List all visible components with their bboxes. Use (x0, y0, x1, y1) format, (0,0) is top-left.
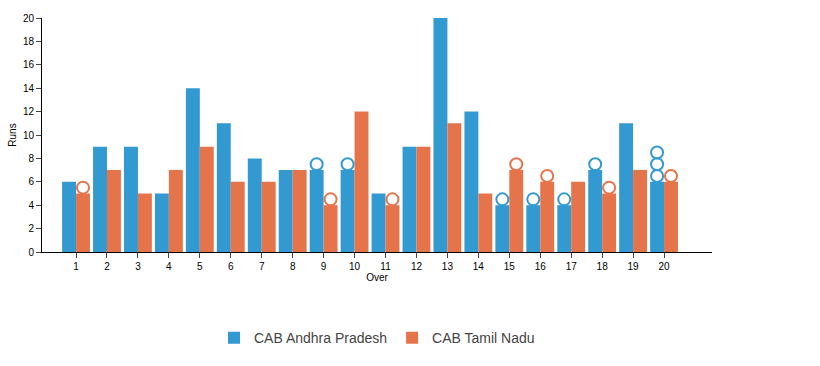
svg-text:14: 14 (473, 261, 485, 272)
svg-text:13: 13 (442, 261, 454, 272)
svg-text:6: 6 (28, 176, 34, 187)
svg-text:11: 11 (380, 261, 391, 272)
svg-text:CAB Andhra Pradesh: CAB Andhra Pradesh (254, 330, 387, 346)
svg-text:9: 9 (321, 261, 327, 272)
svg-text:19: 19 (628, 261, 640, 272)
svg-text:14: 14 (23, 83, 35, 94)
svg-text:2: 2 (28, 223, 34, 234)
svg-text:15: 15 (504, 261, 516, 272)
svg-text:16: 16 (535, 261, 547, 272)
svg-text:2: 2 (104, 261, 110, 272)
svg-text:4: 4 (166, 261, 172, 272)
svg-text:12: 12 (411, 261, 423, 272)
svg-text:16: 16 (23, 59, 35, 70)
svg-text:20: 20 (658, 261, 670, 272)
svg-text:8: 8 (290, 261, 296, 272)
svg-text:CAB Tamil Nadu: CAB Tamil Nadu (432, 330, 534, 346)
svg-text:10: 10 (23, 130, 35, 141)
svg-text:Runs: Runs (7, 123, 18, 146)
svg-text:12: 12 (23, 106, 35, 117)
svg-text:0: 0 (28, 247, 34, 258)
svg-text:10: 10 (349, 261, 361, 272)
svg-text:7: 7 (259, 261, 265, 272)
svg-text:6: 6 (228, 261, 234, 272)
svg-text:Over: Over (366, 272, 388, 283)
svg-text:4: 4 (28, 200, 34, 211)
svg-text:20: 20 (23, 13, 35, 24)
svg-text:17: 17 (566, 261, 578, 272)
svg-text:3: 3 (135, 261, 141, 272)
svg-text:18: 18 (23, 36, 35, 47)
svg-text:1: 1 (73, 261, 79, 272)
svg-text:5: 5 (197, 261, 203, 272)
svg-text:18: 18 (597, 261, 609, 272)
svg-text:8: 8 (28, 153, 34, 164)
